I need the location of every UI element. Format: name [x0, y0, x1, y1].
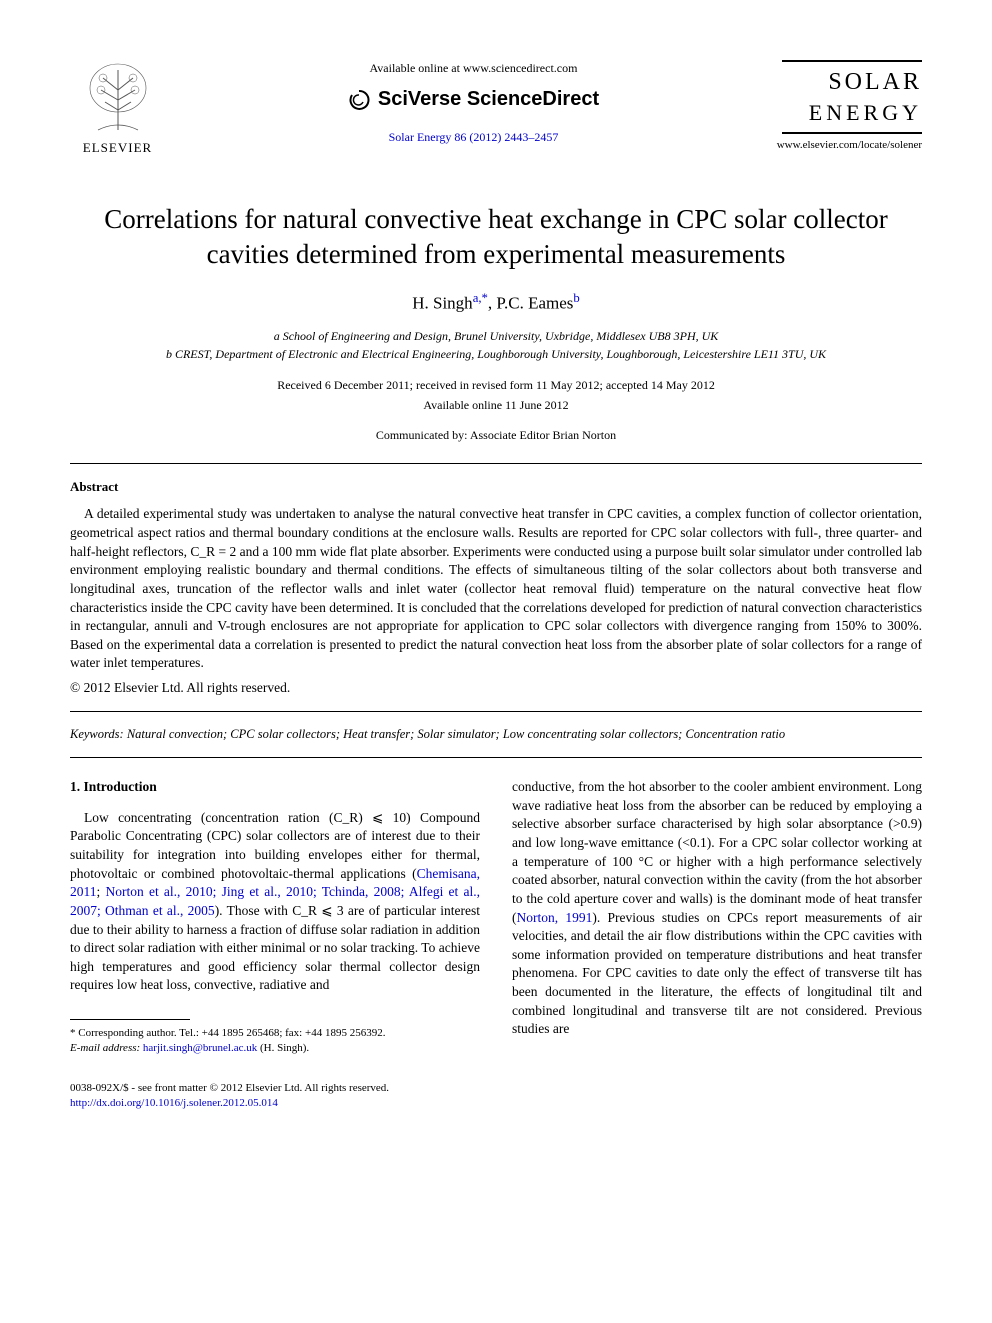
abstract-body: A detailed experimental study was undert…: [70, 505, 922, 673]
sciverse-logo-row: SciVerse ScienceDirect: [185, 86, 762, 113]
col2-text-a: conductive, from the hot absorber to the…: [512, 779, 922, 924]
elsevier-tree-icon: [83, 60, 153, 135]
keywords-list: Natural convection; CPC solar collectors…: [124, 727, 785, 741]
author-2-name: , P.C. Eames: [488, 293, 573, 312]
sciverse-text: SciVerse ScienceDirect: [378, 86, 599, 113]
communicated-by: Communicated by: Associate Editor Brian …: [70, 427, 922, 443]
publisher-name: ELSEVIER: [83, 139, 152, 157]
rule-below-keywords: [70, 757, 922, 758]
abstract-text: A detailed experimental study was undert…: [70, 505, 922, 673]
keywords-label: Keywords:: [70, 727, 124, 741]
citation-link[interactable]: Solar Energy 86 (2012) 2443–2457: [389, 130, 559, 144]
journal-logo: SOLAR ENERGY www.elsevier.com/locate/sol…: [782, 60, 922, 153]
keywords-line: Keywords: Natural convection; CPC solar …: [70, 726, 922, 743]
intro-paragraph-col2: conductive, from the hot absorber to the…: [512, 778, 922, 1039]
corr-email-line: E-mail address: harjit.singh@brunel.ac.u…: [70, 1041, 480, 1056]
corr-author-line: * Corresponding author. Tel.: +44 1895 2…: [70, 1026, 480, 1041]
date-available-online: Available online 11 June 2012: [70, 397, 922, 413]
journal-url: www.elsevier.com/locate/solener: [777, 138, 922, 153]
header-row: ELSEVIER Available online at www.science…: [70, 60, 922, 157]
email-label: E-mail address:: [70, 1042, 140, 1054]
article-title: Correlations for natural convective heat…: [70, 202, 922, 272]
journal-title-box: SOLAR ENERGY: [782, 60, 922, 134]
author-1-name: H. Singh: [412, 293, 472, 312]
front-matter-line: 0038-092X/$ - see front matter © 2012 El…: [70, 1081, 480, 1096]
column-left: 1. Introduction Low concentrating (conce…: [70, 778, 480, 1111]
col2-text-b: ). Previous studies on CPCs report measu…: [512, 910, 922, 1037]
front-matter: 0038-092X/$ - see front matter © 2012 El…: [70, 1081, 480, 1112]
section-1-heading: 1. Introduction: [70, 778, 480, 797]
dates-received: Received 6 December 2011; received in re…: [70, 377, 922, 393]
abstract-copyright: © 2012 Elsevier Ltd. All rights reserved…: [70, 679, 922, 697]
author-1-aff-link[interactable]: a,: [473, 291, 482, 305]
author-2-aff-link[interactable]: b: [573, 291, 579, 305]
column-right: conductive, from the hot absorber to the…: [512, 778, 922, 1111]
rule-above-abstract: [70, 463, 922, 464]
journal-title-top: SOLAR: [782, 66, 922, 98]
journal-title-bottom: ENERGY: [782, 98, 922, 128]
corr-email[interactable]: harjit.singh@brunel.ac.uk: [143, 1042, 257, 1054]
sciverse-swirl-icon: [348, 89, 370, 111]
authors-line: H. Singha,*, P.C. Eamesb: [70, 290, 922, 316]
publisher-logo: ELSEVIER: [70, 60, 165, 157]
rule-below-abstract: [70, 711, 922, 712]
cite-norton-1991[interactable]: Norton, 1991: [517, 910, 593, 925]
corr-email-name: (H. Singh).: [257, 1042, 309, 1054]
doi-link[interactable]: http://dx.doi.org/10.1016/j.solener.2012…: [70, 1096, 480, 1111]
affiliation-b: b CREST, Department of Electronic and El…: [70, 345, 922, 363]
corresponding-footnote: * Corresponding author. Tel.: +44 1895 2…: [70, 1026, 480, 1057]
abstract-heading: Abstract: [70, 478, 922, 496]
affiliations: a School of Engineering and Design, Brun…: [70, 327, 922, 363]
available-online-text: Available online at www.sciencedirect.co…: [185, 60, 762, 76]
intro-paragraph-col1: Low concentrating (concentration ration …: [70, 809, 480, 995]
center-header: Available online at www.sciencedirect.co…: [165, 60, 782, 148]
affiliation-a: a School of Engineering and Design, Brun…: [70, 327, 922, 345]
body-columns: 1. Introduction Low concentrating (conce…: [70, 778, 922, 1111]
footnote-rule: [70, 1019, 190, 1020]
